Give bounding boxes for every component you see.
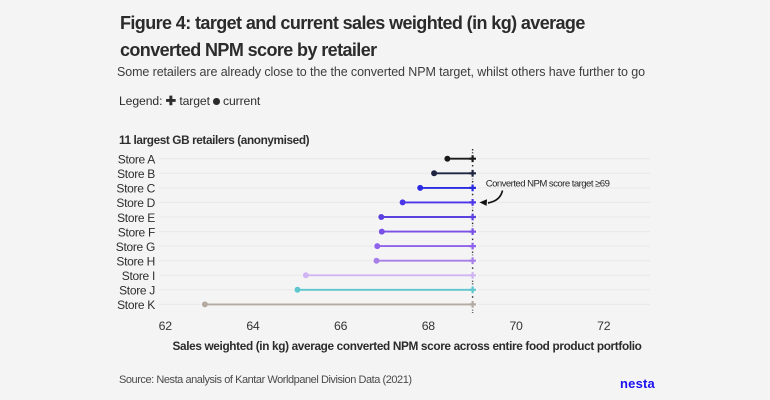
svg-text:Store I: Store I — [122, 269, 155, 283]
svg-text:Store B: Store B — [117, 167, 155, 181]
svg-text:70: 70 — [509, 319, 523, 333]
svg-text:64: 64 — [246, 319, 260, 333]
svg-text:Store G: Store G — [116, 240, 155, 254]
svg-text:Store J: Store J — [119, 284, 155, 298]
svg-text:Store F: Store F — [118, 225, 155, 239]
svg-text:72: 72 — [597, 319, 611, 333]
svg-text:Store D: Store D — [116, 196, 155, 210]
svg-text:66: 66 — [334, 319, 348, 333]
svg-text:Converted NPM score target ≥69: Converted NPM score target ≥69 — [486, 178, 610, 189]
svg-text:Store C: Store C — [116, 182, 155, 196]
svg-text:62: 62 — [159, 319, 173, 333]
svg-text:Store K: Store K — [117, 298, 155, 312]
svg-text:Sales weighted (in kg) average: Sales weighted (in kg) average converted… — [172, 339, 641, 353]
svg-text:Store H: Store H — [116, 255, 155, 269]
svg-text:11 largest GB retailers (anony: 11 largest GB retailers (anonymised) — [119, 133, 310, 147]
svg-text:68: 68 — [422, 319, 436, 333]
svg-text:Store A: Store A — [118, 153, 156, 167]
svg-text:Store E: Store E — [117, 211, 155, 225]
